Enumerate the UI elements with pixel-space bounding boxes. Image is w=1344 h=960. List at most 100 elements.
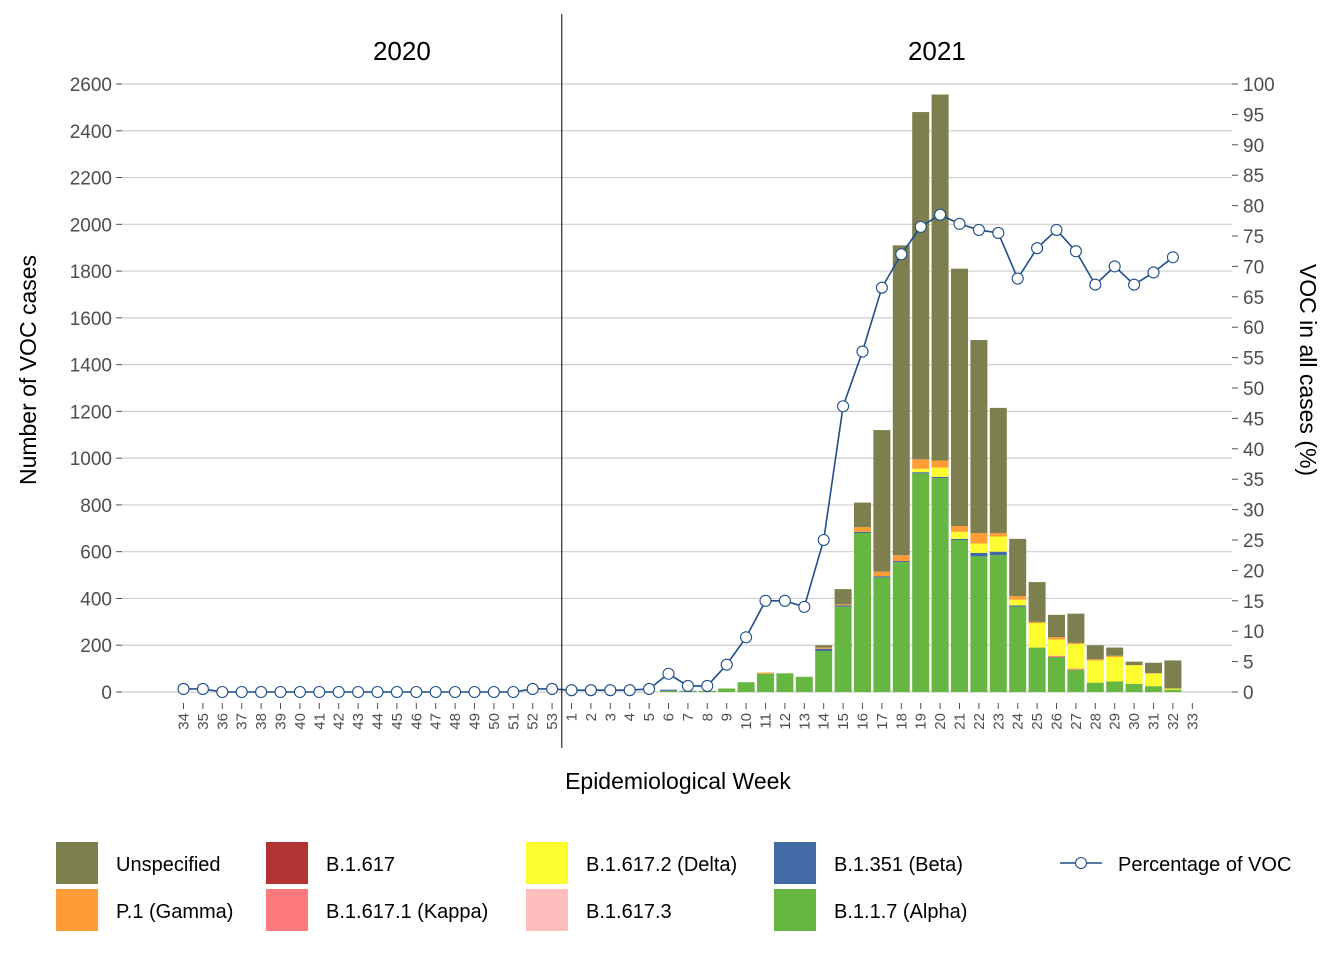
y2-tick-label: 40 — [1243, 440, 1264, 461]
percentage-point — [332, 685, 345, 699]
x-tick-label: 44 — [370, 713, 387, 730]
percentage-point — [934, 208, 947, 221]
x-tick-label: 51 — [505, 713, 522, 730]
percentage-point — [895, 248, 908, 261]
y-tick-label: 1400 — [70, 356, 112, 377]
percentage-point — [953, 217, 966, 230]
percentage-point — [274, 685, 287, 699]
percentage-point — [662, 667, 675, 680]
y2-tick-label: 60 — [1243, 318, 1264, 339]
legend-swatch — [526, 842, 568, 884]
percentage-point — [1166, 251, 1179, 264]
bar-segment — [1067, 642, 1085, 645]
bar-segment — [660, 690, 677, 692]
x-tick-label: 37 — [234, 713, 251, 730]
bar-segment — [1048, 656, 1065, 692]
y2-tick-label: 100 — [1243, 75, 1275, 96]
bar-segment — [951, 540, 968, 692]
bar-segment — [1106, 655, 1124, 657]
y2-tick-label: 80 — [1243, 197, 1264, 218]
bar-segment — [1106, 656, 1124, 682]
bar-segment — [912, 468, 930, 473]
bar-segment — [834, 589, 852, 605]
percentage-point — [1108, 260, 1121, 273]
x-tick-label: 42 — [331, 713, 348, 730]
x-tick-label: 18 — [893, 713, 910, 730]
bar-segment — [757, 672, 774, 674]
percentage-point — [1089, 278, 1102, 291]
y2-tick-label: 75 — [1243, 227, 1264, 248]
bar-segment — [1067, 613, 1085, 643]
legend-label: B.1.617.3 — [586, 901, 672, 923]
x-tick-label: 30 — [1126, 713, 1143, 730]
bar-segment — [1028, 621, 1046, 624]
bar-segment — [912, 459, 930, 469]
bar-segment — [970, 543, 988, 553]
x-tick-label: 24 — [1010, 713, 1027, 730]
bar-segment — [1067, 644, 1085, 669]
bar-segment — [815, 645, 833, 648]
legend-swatch — [526, 889, 568, 931]
x-tick-label: 14 — [816, 713, 833, 730]
bar-segment — [834, 604, 852, 606]
bar-segment — [1009, 605, 1027, 607]
bar-segment — [989, 555, 1007, 692]
percentage-point — [837, 400, 850, 413]
y2-tick-label: 45 — [1243, 409, 1264, 430]
bar-segment — [951, 525, 968, 532]
x-tick-label: 34 — [176, 713, 193, 730]
y-tick-label: 2400 — [70, 122, 112, 143]
y-tick-label: 1600 — [70, 309, 112, 330]
percentage-point — [972, 223, 985, 236]
bar-segment — [795, 676, 813, 692]
x-tick-label: 22 — [971, 713, 988, 730]
percentage-point — [1031, 242, 1044, 255]
legend-label: P.1 (Gamma) — [116, 901, 233, 923]
percentage-point — [468, 685, 481, 699]
bar-segment — [1009, 606, 1027, 692]
x-tick-label: 4 — [622, 713, 639, 721]
x-tick-label: 19 — [913, 713, 930, 730]
x-tick-label: 5 — [641, 713, 658, 721]
y2-tick-label: 90 — [1243, 136, 1264, 157]
y-tick-label: 800 — [80, 496, 112, 517]
x-tick-label: 23 — [990, 713, 1007, 730]
bar-segment — [1048, 655, 1065, 657]
bar-segment — [970, 340, 988, 533]
x-tick-label: 43 — [350, 713, 367, 730]
percentage-point — [1069, 245, 1082, 258]
percentage-point — [759, 594, 772, 607]
x-tick-label: 38 — [253, 713, 270, 730]
legend-label: B.1.617 — [326, 854, 395, 876]
bar-segment — [1086, 645, 1104, 660]
bar-segment — [970, 556, 988, 692]
x-tick-label: 41 — [311, 713, 328, 730]
bar-segment — [1048, 614, 1065, 638]
legend-line-marker — [1074, 856, 1088, 870]
legend-swatch — [266, 889, 308, 931]
x-axis: 34 35 36 37 38 39 40 41 42 43 44 45 46 47 48 49 50 51 52 53… — [176, 703, 1201, 730]
percentage-point — [584, 684, 597, 697]
y-tick-label: 2600 — [70, 75, 112, 96]
year-label: 2021 — [908, 36, 966, 66]
x-tick-label: 31 — [1146, 713, 1163, 730]
bar-segment — [1009, 596, 1027, 600]
bar-segment — [970, 532, 988, 544]
y2-tick-label: 20 — [1243, 561, 1264, 582]
year-label: 2020 — [373, 36, 431, 66]
percentage-point — [1011, 272, 1024, 285]
bar-segment — [1067, 669, 1085, 692]
percentage-point — [371, 685, 384, 699]
percentage-point — [390, 685, 403, 699]
x-tick-label: 27 — [1068, 713, 1085, 730]
x-tick-label: 13 — [796, 713, 813, 730]
y2-tick-label: 15 — [1243, 592, 1264, 613]
y2-tick-label: 70 — [1243, 257, 1264, 278]
x-tick-label: 25 — [1029, 713, 1046, 730]
x-tick-label: 33 — [1184, 713, 1201, 730]
y-tick-label: 400 — [80, 589, 112, 610]
x-tick-label: 7 — [680, 713, 697, 721]
bar-segment — [1125, 683, 1143, 692]
x-tick-label: 48 — [447, 713, 464, 730]
